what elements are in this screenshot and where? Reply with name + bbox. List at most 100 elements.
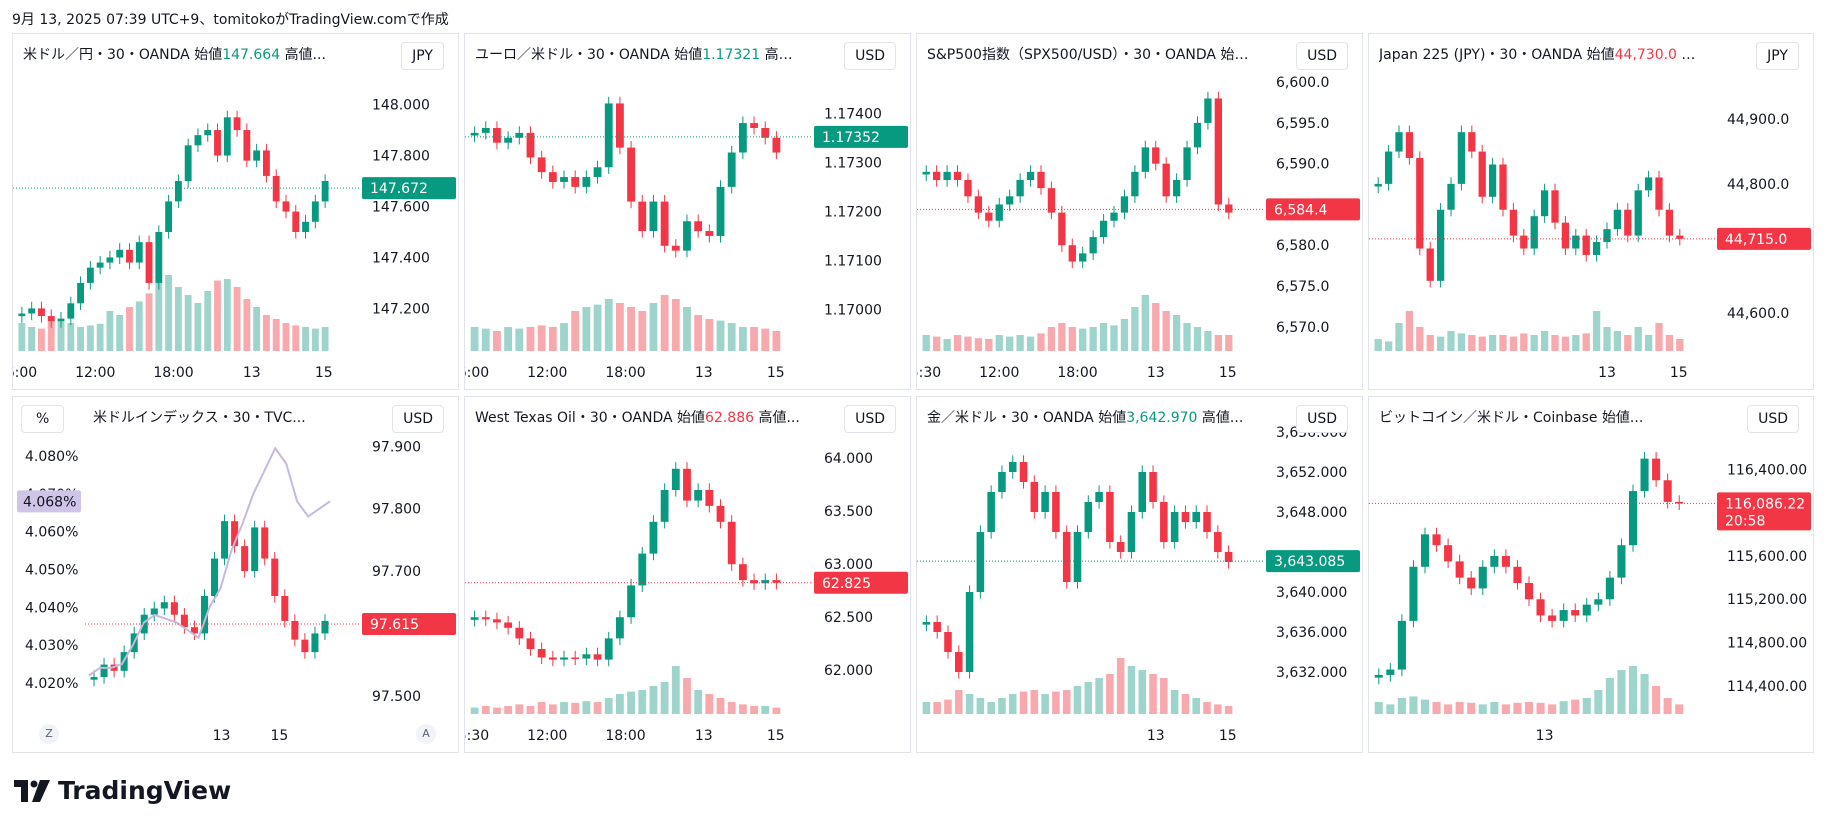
candle-body [1663, 480, 1672, 502]
volume-bar [1030, 690, 1039, 714]
candle-body [504, 622, 513, 628]
candle-body [933, 622, 941, 632]
currency-button[interactable]: USD [1296, 405, 1348, 433]
candle-body [1640, 458, 1649, 492]
volume-bar [1634, 327, 1642, 351]
chart-panel-2[interactable]: 1.17400 1.17300 1.17200 1.17100 1.17000 1.173… [464, 33, 911, 390]
volume-bar [1162, 311, 1170, 351]
chart-canvas[interactable]: 148.000 147.800 147.600 147.400 147.200 147.6… [13, 34, 459, 390]
high-label: 高値... [764, 47, 805, 63]
currency-button[interactable]: USD [1296, 42, 1348, 70]
volume-bar [1149, 674, 1157, 714]
auto-scale-button[interactable]: A [416, 724, 436, 744]
volume-bar [262, 315, 270, 351]
candle-body [1405, 132, 1414, 159]
volume-bar [761, 328, 770, 351]
volume-bar [1478, 704, 1487, 714]
volume-bar [1644, 335, 1653, 351]
candle-body [1224, 552, 1233, 562]
volume-bar [1116, 658, 1125, 714]
volume-bar [302, 327, 309, 351]
volume-bar [86, 325, 94, 351]
currency-button[interactable]: USD [392, 405, 444, 433]
volume-bar [38, 328, 45, 351]
chart-canvas[interactable]: 1.17400 1.17300 1.17200 1.17100 1.17000 1.173… [465, 34, 911, 390]
candle-body [1444, 545, 1453, 562]
candle-body [1008, 462, 1017, 472]
chart-canvas[interactable]: 116,400.00116,000.00115,600.00115,200.00… [1369, 397, 1814, 753]
chart-canvas[interactable]: 6,600.0 6,595.0 6,590.0 6,580.0 6,575.0 6,570… [917, 34, 1363, 390]
candle-body [515, 132, 524, 138]
chart-canvas[interactable]: 64.000 63.500 63.000 62.500 62.000 62.825 05:3… [465, 397, 911, 753]
y-tick-label: 97.500 [372, 689, 421, 705]
candle-body [135, 242, 143, 263]
candle-body [481, 127, 490, 133]
candle-body [1457, 132, 1466, 184]
open-label: 始値 [1586, 47, 1615, 63]
chart-panel-8[interactable]: 116,400.00116,000.00115,600.00115,200.00… [1368, 396, 1814, 753]
y-tick-label: 44,900.0 [1727, 112, 1789, 128]
last-price-label: 3,643.085 [1274, 554, 1345, 570]
volume-bar [964, 336, 972, 351]
chart-panel-7[interactable]: 3,656.000 3,652.000 3,648.000 3,640.000 3,63… [916, 396, 1363, 753]
chart-canvas[interactable]: 44,900.0 44,800.0 44,600.0 44,715.0 13 15 [1369, 34, 1814, 390]
volume-bar [649, 686, 658, 714]
volume-bar [1170, 690, 1179, 714]
volume-bar [537, 325, 546, 351]
volume-bar [943, 339, 951, 351]
x-tick-label: 18:00 [605, 728, 645, 744]
currency-button[interactable]: USD [844, 405, 896, 433]
currency-button[interactable]: USD [1747, 405, 1799, 433]
volume-bar [233, 287, 241, 351]
candle-body [174, 181, 182, 202]
volume-bar [145, 293, 153, 351]
y-tick-label: 1.17200 [824, 204, 882, 220]
volume-bar [727, 323, 736, 351]
chart-panel-5[interactable]: 97.90097.80097.70097.5004.080%4.070%4.06… [12, 396, 459, 753]
chart-panel-6[interactable]: 64.000 63.500 63.000 62.500 62.000 62.825 05:3… [464, 396, 911, 753]
chart-canvas[interactable]: 97.90097.80097.70097.5004.080%4.070%4.06… [13, 397, 459, 753]
candle-body [1447, 183, 1455, 210]
volume-bar [96, 323, 104, 351]
last-price-badge [1266, 550, 1360, 573]
chart-panel-3[interactable]: 6,600.0 6,595.0 6,590.0 6,580.0 6,575.0 6,570… [916, 33, 1363, 390]
candle-body [1603, 229, 1611, 243]
x-tick-label: 05:30 [917, 365, 941, 381]
candle-body [705, 231, 714, 236]
currency-button[interactable]: JPY [401, 42, 444, 70]
volume-bar [184, 295, 192, 351]
currency-button[interactable]: JPY [1756, 42, 1799, 70]
candle-body [1127, 512, 1136, 552]
candle-body [57, 318, 65, 322]
percent-scale-button[interactable]: % [21, 405, 65, 433]
chart-panel-4[interactable]: 44,900.0 44,800.0 44,600.0 44,715.0 13 15 Japa… [1368, 33, 1814, 390]
candle-body [1203, 512, 1211, 532]
volume-bar [504, 327, 513, 351]
candle-body [582, 654, 591, 659]
candle-body [1214, 532, 1222, 552]
tradingview-logo[interactable]: TradingView [14, 776, 231, 805]
chart-canvas[interactable]: 3,656.0003,652.0003,648.0003,640.0003,63… [917, 397, 1363, 753]
zoom-scale-button[interactable]: Z [39, 724, 59, 744]
candle-body [1073, 532, 1082, 582]
volume-bar [627, 307, 636, 351]
volume-bar [1530, 335, 1538, 351]
volume-bar [1628, 666, 1638, 714]
volume-bar [1663, 698, 1672, 714]
currency-button[interactable]: USD [844, 42, 896, 70]
y-tick-label: 1.17100 [824, 253, 882, 269]
volume-bar [1490, 702, 1499, 714]
chart-title: S&P500指数（SPX500/USD）・30・OANDA 始値 ... [927, 44, 1257, 64]
candle-body [77, 282, 85, 304]
volume-bar [548, 704, 557, 714]
volume-bar [1501, 704, 1510, 714]
x-tick-label: 13 [213, 728, 231, 744]
volume-bar [1571, 699, 1580, 714]
chart-panel-1[interactable]: 148.000 147.800 147.600 147.400 147.200 147.6… [12, 33, 459, 390]
y-tick-label: 97.800 [372, 502, 421, 518]
volume-bar [204, 291, 212, 351]
high-label: ... [1252, 47, 1257, 63]
volume-bar [174, 287, 182, 351]
last-price-label: 62.825 [822, 576, 871, 592]
candle-body [1386, 669, 1395, 675]
